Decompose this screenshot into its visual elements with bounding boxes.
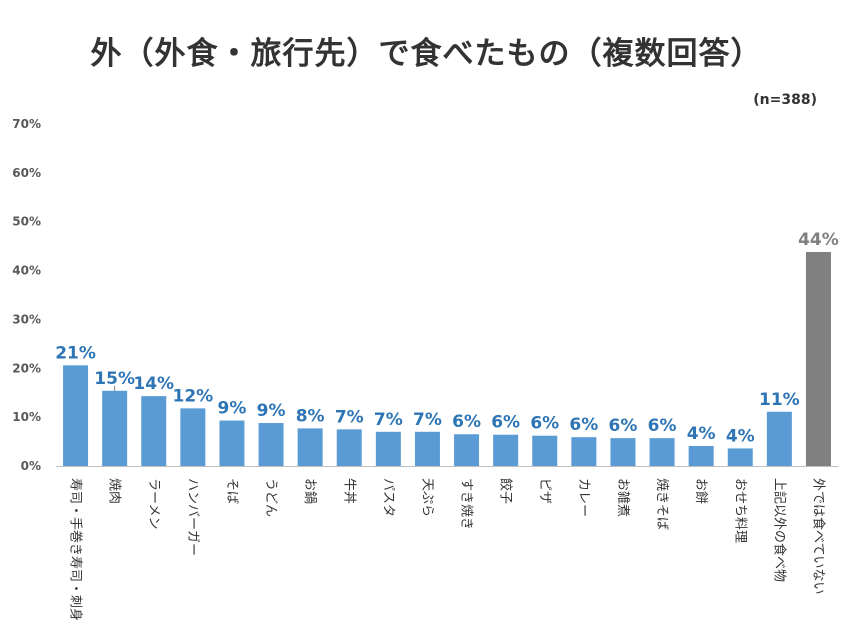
bar [414,431,440,466]
category-label: お餅 [693,478,708,504]
data-label: 44% [798,230,839,250]
data-label: 12% [172,386,213,406]
data-label: 8% [296,406,325,426]
y-tick-label: 0% [21,459,41,473]
category-label: ハンバーガー [185,478,200,556]
data-label: 4% [687,424,716,444]
bar [180,408,206,466]
data-label: 15% [94,369,135,389]
category-labels: 寿司・手巻き寿司・刺身 焼肉 ラーメン ハンバーガー そば うどん お鍋 牛丼 パスタ 天ぷら すき… [68,478,827,621]
data-label: 6% [452,412,481,432]
data-label: 7% [413,410,442,430]
y-tick-label: 50% [12,215,41,229]
category-label: お雑煮 [615,478,631,517]
data-label: 6% [609,416,638,436]
category-label: 牛丼 [341,478,356,504]
sample-size-note: (n=388) [753,92,817,108]
data-label: 6% [648,416,677,436]
data-label: 6% [569,415,598,435]
bar [454,434,480,466]
y-tick-label: 60% [12,166,41,180]
bar [63,365,89,466]
category-label: うどん [263,478,278,517]
y-axis: 0% 10% 20% 30% 40% 50% 60% 70% [12,117,838,473]
y-tick-label: 40% [12,264,41,278]
bar [610,438,636,466]
category-label: 天ぷら [419,478,434,517]
category-label: 寿司・手巻き寿司・刺身 [68,478,84,621]
category-label: ラーメン [146,478,161,529]
category-label: すき焼き [459,478,474,530]
chart-title: 外（外食・旅行先）で食べたもの（複数回答） [90,36,763,72]
bar [532,435,558,466]
bar [336,429,362,466]
bar [102,390,128,466]
category-label: お鍋 [302,478,318,504]
y-tick-label: 20% [12,361,41,375]
bar [571,437,597,466]
y-tick-label: 70% [12,117,41,131]
data-label: 7% [374,410,403,430]
data-label: 6% [491,413,520,433]
data-label: 6% [530,414,559,434]
bar [297,428,323,466]
category-label: 上記以外の食べ物 [771,478,787,582]
bar [493,434,519,466]
category-label: そば [224,478,239,504]
bar [649,438,675,466]
data-label: 14% [133,374,174,394]
bar [688,445,714,466]
category-label: パスタ [380,478,395,517]
category-label: おせち料理 [732,478,747,543]
category-label: カレー [576,478,591,517]
data-label: 4% [726,426,755,446]
bar [805,252,831,466]
category-label: 外では食べていない [810,478,826,594]
category-label: 焼肉 [107,478,122,504]
data-labels: 21%15%14%12%9% 9% 8% 7% 7% 7% 6% 6% 6% 6% 6% 6% 4% 4%… [55,230,839,446]
data-label: 9% [257,401,286,421]
bar [375,431,401,466]
bar [258,423,284,466]
y-tick-label: 30% [12,312,41,326]
y-tick-label: 10% [12,410,41,424]
bar [141,396,167,466]
bar [727,448,753,466]
category-label: ピザ [537,478,552,504]
bar [766,411,792,466]
data-label: 9% [218,399,247,419]
category-label: 焼きそば [654,478,669,530]
bar [219,420,245,466]
data-label: 11% [759,390,800,410]
bars [63,252,831,466]
category-label: 餃子 [498,478,514,504]
data-label: 7% [335,407,364,427]
data-label: 21% [55,343,96,363]
